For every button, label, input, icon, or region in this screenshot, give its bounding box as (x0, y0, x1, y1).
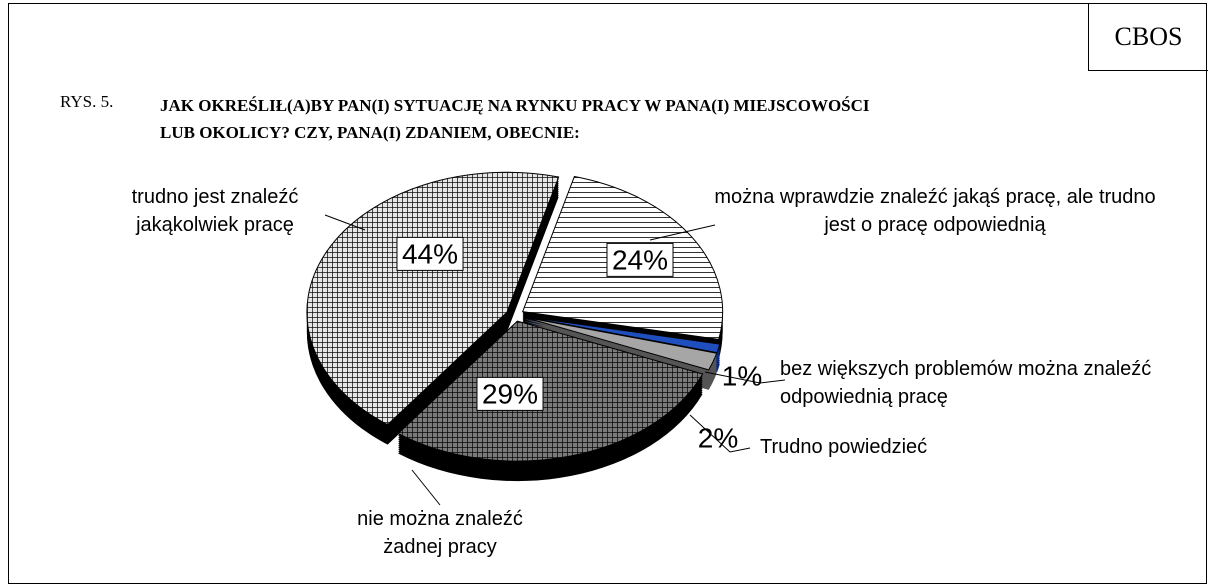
label-box (396, 236, 464, 271)
category-label: nie można znaleźć żadnej pracy (357, 508, 523, 558)
slice (397, 320, 704, 462)
label-box (476, 376, 544, 411)
figure-label: RYS. 5. (60, 92, 114, 111)
slice (523, 315, 721, 354)
category-label: trudno jest znaleźć jakąkolwiek pracę (131, 186, 299, 236)
label-box (606, 242, 674, 277)
leader-line (689, 414, 751, 453)
data-label: 1% (722, 360, 762, 391)
category-label: bez większych problemów można znaleźć od… (780, 358, 1152, 408)
leader-line (649, 224, 716, 241)
data-label: 24% (612, 244, 668, 275)
leader-line (324, 214, 366, 231)
source: CBOS (1088, 3, 1208, 71)
category-label: Trudno powiedzieć (760, 436, 928, 458)
slice-side (523, 321, 717, 374)
slice (523, 316, 718, 371)
leader-line (704, 371, 786, 384)
data-label: 44% (402, 238, 458, 269)
leader-line (411, 469, 441, 506)
data-label: 2% (698, 422, 738, 453)
frame (8, 3, 1207, 584)
slice (306, 171, 560, 426)
chart-title: JAK OKREŚLIŁ(A)BY PAN(I) SYTUACJĘ NA RYN… (160, 96, 870, 142)
category-label: można wprawdzie znaleźć jakąś pracę, ale… (714, 186, 1156, 236)
data-label: 29% (482, 378, 538, 409)
